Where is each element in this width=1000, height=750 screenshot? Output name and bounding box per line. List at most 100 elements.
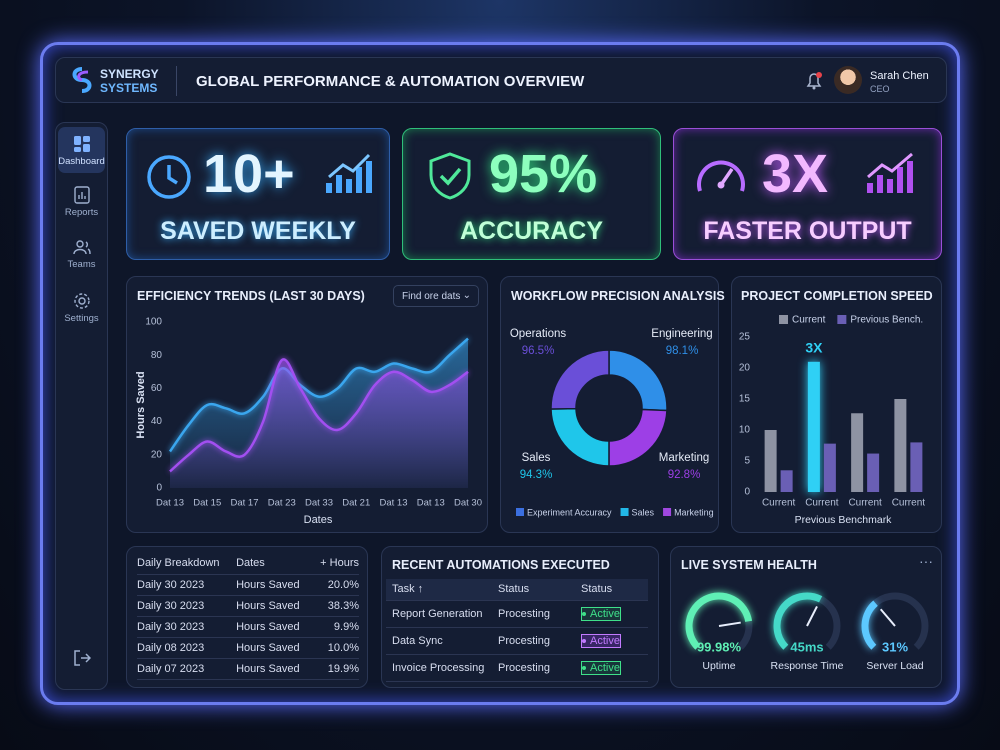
x-axis-label: Dates (304, 514, 333, 526)
table-cell: Procesting (498, 600, 581, 628)
gauge-arc (861, 600, 878, 650)
header-cell: Daily Breakdown (137, 553, 237, 575)
y-tick-label: 80 (151, 350, 163, 361)
table-cell: Hours Saved (236, 616, 313, 638)
x-axis-label: Previous Benchmark (795, 514, 893, 526)
panel-title: LIVE SYSTEM HEALTH (681, 558, 817, 572)
table-row: Daily 30 2023 Hours Saved 20.0% (137, 574, 359, 596)
status-cell: Active (581, 600, 648, 628)
status-pill: Active (581, 606, 621, 621)
annotation: 3X (805, 340, 823, 356)
y-axis-label: Hours Saved (135, 371, 147, 438)
more-menu[interactable]: ··· (919, 553, 933, 569)
kpi-label: FASTER OUTPUT (703, 217, 912, 245)
x-tick-label: Current (762, 498, 796, 509)
legend-label: Experiment Accuracy (527, 507, 612, 517)
notifications[interactable] (804, 70, 824, 92)
kpi-value: 3X (762, 144, 829, 204)
segment-value: 98.1% (666, 345, 699, 357)
table-cell: Daily 30 2023 (137, 574, 237, 596)
bar (851, 413, 864, 492)
kpi-card: 95% ACCURACY (402, 128, 661, 260)
legend-swatch (837, 315, 847, 324)
nav-item[interactable]: Dashboard (58, 127, 105, 173)
table-cell: 38.3% (312, 595, 359, 617)
table-cell: Daily 30 2023 (137, 616, 237, 638)
bar (910, 442, 923, 492)
y-tick-label: 20 (739, 363, 751, 374)
segment-value: 92.8% (668, 469, 701, 481)
table-header: Daily Breakdown Dates + Hours (137, 553, 359, 575)
breakdown-table: Daily Breakdown Dates + Hours Daily 30 2023… (137, 553, 359, 680)
filter-label: Find ore dats (402, 291, 461, 302)
y-tick-label: 100 (145, 317, 162, 328)
logout[interactable] (73, 649, 91, 667)
bar (823, 443, 836, 492)
x-tick-label: Dat 33 (305, 498, 333, 509)
y-tick-label: 15 (739, 394, 751, 405)
legend-label: Marketing (674, 507, 714, 517)
segment-label: Engineering (651, 328, 712, 340)
header-cell: Status (498, 579, 581, 601)
logo (72, 67, 92, 93)
panel-title: WORKFLOW PRECISION ANALYSIS (511, 289, 725, 303)
nav-item[interactable]: Teams (58, 230, 105, 276)
nav-item[interactable]: Reports (58, 178, 105, 224)
legend-label: Previous Bench. (850, 315, 923, 326)
x-tick-label: Dat 21 (342, 498, 370, 509)
header-cell: Dates (236, 553, 313, 575)
y-tick-label: 60 (151, 383, 163, 394)
status-dot (582, 611, 586, 616)
bar (780, 470, 793, 492)
donut-segment (550, 349, 610, 410)
bar (764, 430, 777, 492)
bar (807, 361, 820, 492)
legend-swatch (779, 315, 788, 324)
nav-label: Settings (64, 313, 99, 324)
table-cell: Report Generation (386, 600, 498, 628)
brand-sub: SYSTEMS (100, 81, 158, 95)
x-tick-label: Dat 30 (454, 498, 482, 509)
status-label: Active (590, 607, 620, 620)
nav-label: Dashboard (58, 156, 105, 167)
page-title: GLOBAL PERFORMANCE & AUTOMATION OVERVIEW (196, 73, 585, 90)
donut-segment (608, 349, 668, 412)
table-cell: Procesting (498, 627, 581, 655)
avatar[interactable] (834, 66, 862, 94)
header-cell: Task ↑ (386, 579, 498, 601)
header-cell: + Hours (312, 553, 359, 575)
table-row: Daily 30 2023 Hours Saved 9.9% (137, 616, 359, 638)
table-cell: Daily 07 2023 (137, 658, 237, 680)
nav-label: Teams (67, 259, 96, 270)
segment-value: 96.5% (522, 345, 555, 357)
x-tick-label: Dat 13 (156, 498, 184, 509)
x-tick-label: Dat 13 (380, 498, 408, 509)
x-tick-label: Dat 23 (268, 498, 296, 509)
donut-segment (550, 407, 610, 467)
y-tick-label: 20 (151, 449, 163, 460)
panel: RECENT AUTOMATIONS EXECUTED Task ↑ Status… (381, 546, 659, 688)
table-cell: 20.0% (312, 574, 359, 596)
table-cell: Daily 08 2023 (137, 637, 237, 659)
status-cell: Active (581, 654, 648, 682)
filter-dropdown[interactable]: Find ore dats ⌄ (393, 285, 479, 307)
legend-label: Current (792, 315, 826, 326)
kpi-label: SAVED WEEKLY (160, 217, 356, 245)
gauge-value: 45ms (790, 639, 823, 654)
nav-item[interactable]: Settings (58, 284, 105, 330)
status-label: Active (590, 661, 620, 674)
table-row: Data Sync Procesting Active (386, 627, 648, 655)
gauge-needle (879, 608, 896, 627)
x-tick-label: Dat 15 (193, 498, 221, 509)
table-cell: Hours Saved (236, 637, 313, 659)
status-dot (582, 665, 586, 670)
line (169, 358, 469, 473)
kpi-value: 10+ (203, 144, 295, 204)
bar (894, 399, 907, 492)
panel-title: PROJECT COMPLETION SPEED (741, 289, 933, 303)
brand-name: SYNERGY (100, 67, 159, 81)
nav-label: Reports (64, 207, 99, 218)
y-tick-label: 0 (744, 487, 750, 498)
